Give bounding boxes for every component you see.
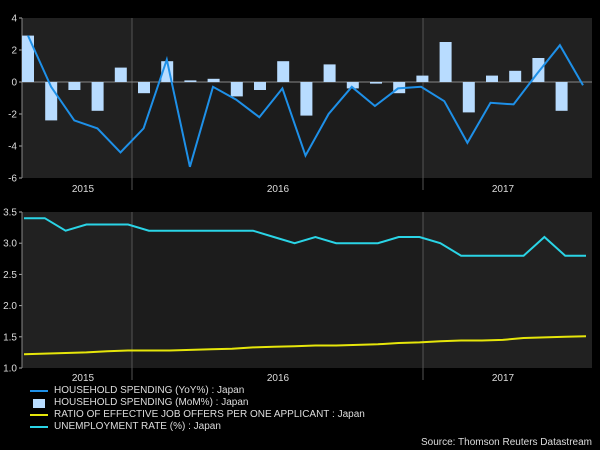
bar-mom <box>300 82 313 116</box>
bar-mom <box>462 82 475 113</box>
x-tick-label: 2015 <box>72 184 95 195</box>
legend-label-unemployment: UNEMPLOYMENT RATE (%) : Japan <box>54 421 221 432</box>
bar-mom <box>277 61 290 82</box>
legend-swatch-unemployment <box>30 426 48 428</box>
y-tick-label: 1.0 <box>3 364 17 375</box>
bar-mom <box>486 75 498 82</box>
bar-mom <box>230 82 243 97</box>
x-tick-label: 2015 <box>72 373 95 384</box>
legend: HOUSEHOLD SPENDING (YoY%) : Japan HOUSEH… <box>30 385 365 433</box>
y-tick-label: 3.0 <box>3 239 17 250</box>
y-tick-label: 2 <box>11 46 17 57</box>
legend-label-yoy: HOUSEHOLD SPENDING (YoY%) : Japan <box>54 385 245 396</box>
bar-mom <box>439 42 452 82</box>
bar-mom <box>254 82 266 90</box>
bar-mom <box>323 64 336 82</box>
line-yoy <box>27 35 584 168</box>
legend-item-job-offers: RATIO OF EFFECTIVE JOB OFFERS PER ONE AP… <box>30 409 365 421</box>
bar-mom <box>138 82 150 94</box>
y-tick-label: -6 <box>8 174 17 185</box>
y-tick-label: 0 <box>11 78 17 89</box>
legend-label-mom: HOUSEHOLD SPENDING (MoM%) : Japan <box>54 397 249 408</box>
bar-mom <box>68 82 81 90</box>
y-tick-label: 1.5 <box>3 332 17 343</box>
bar-mom <box>370 82 382 84</box>
bar-mom <box>184 80 197 82</box>
y-tick-label: 2.0 <box>3 301 17 312</box>
legend-item-unemployment: UNEMPLOYMENT RATE (%) : Japan <box>30 421 365 433</box>
year-band <box>22 212 132 368</box>
source-note: Source: Thomson Reuters Datastream <box>420 437 592 448</box>
legend-item-yoy: HOUSEHOLD SPENDING (YoY%) : Japan <box>30 385 365 397</box>
bar-mom <box>509 70 522 82</box>
bar-mom <box>207 78 220 82</box>
year-band <box>423 212 592 368</box>
line-unemployment <box>24 217 586 257</box>
legend-swatch-job-offers <box>30 414 48 416</box>
y-tick-label: 2.5 <box>3 270 17 281</box>
legend-swatch-yoy <box>30 390 48 392</box>
legend-item-mom: HOUSEHOLD SPENDING (MoM%) : Japan <box>30 397 365 409</box>
x-tick-label: 2017 <box>492 373 515 384</box>
x-tick-label: 2016 <box>267 184 290 195</box>
y-tick-label: 4 <box>11 14 17 25</box>
y-tick-label: -2 <box>8 110 17 121</box>
bar-mom <box>91 82 104 111</box>
bar-mom <box>416 75 429 82</box>
bar-mom <box>555 82 568 111</box>
line-job-offers <box>23 335 587 356</box>
y-tick-label: -4 <box>8 142 17 153</box>
year-band <box>22 18 132 178</box>
x-tick-label: 2016 <box>267 373 290 384</box>
bar-mom <box>114 67 127 82</box>
chart-panel-2 <box>19 211 592 380</box>
bar-mom <box>22 35 34 82</box>
y-tick-label: 3.5 <box>3 208 17 219</box>
legend-swatch-mom <box>33 398 45 408</box>
legend-label-job-offers: RATIO OF EFFECTIVE JOB OFFERS PER ONE AP… <box>54 409 365 420</box>
bar-mom <box>346 82 359 89</box>
x-tick-label: 2017 <box>492 184 515 195</box>
